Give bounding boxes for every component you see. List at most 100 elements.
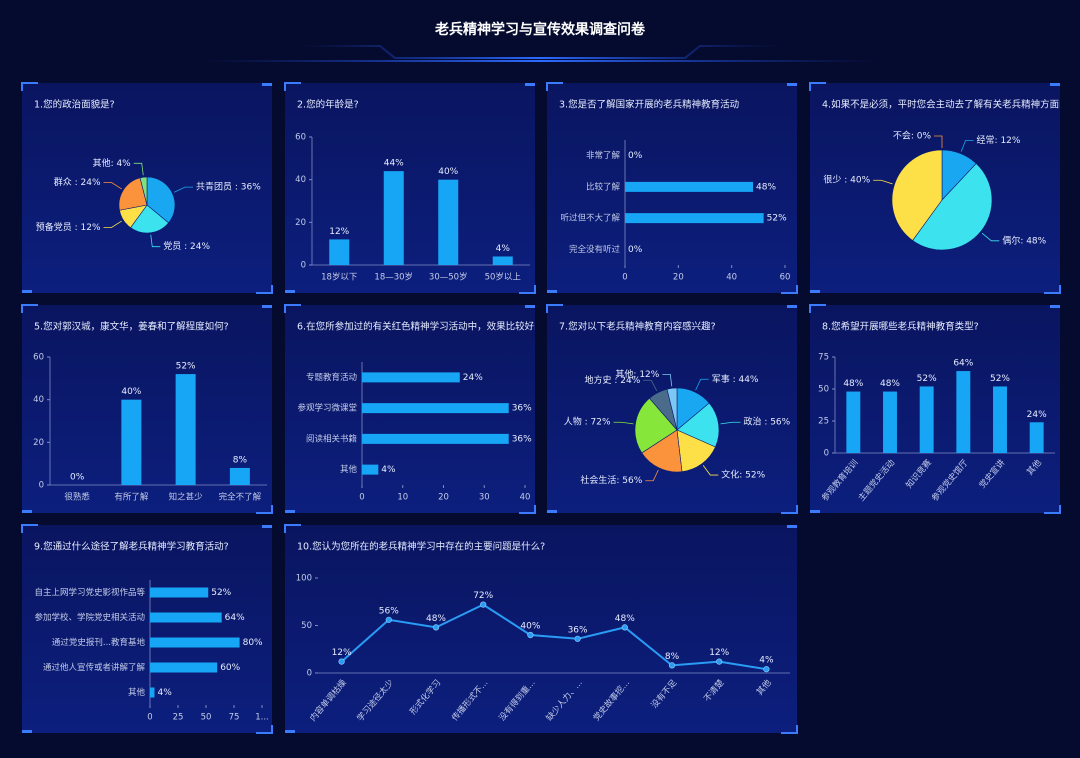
chart-panel: 3.您是否了解国家开展的老兵精神教育活动 0 20 40 60 0% 非常了解 48% 比较了解… xyxy=(546,82,798,294)
point xyxy=(763,666,770,673)
chart-title: 3.您是否了解国家开展的老兵精神教育活动 xyxy=(559,99,739,111)
leader-line xyxy=(613,421,634,425)
leader-line xyxy=(173,186,194,193)
leader-line xyxy=(643,379,658,392)
value-label: 36% xyxy=(512,404,532,414)
y-tick-label: 40 xyxy=(295,175,306,185)
slice-label: 人物 : 72% xyxy=(564,416,611,428)
bar xyxy=(438,179,459,265)
y-tick-label: 其他 xyxy=(340,464,358,475)
chart-panel: 6.在您所参加过的有关红色精神学习活动中，效果比较好的是 0 10 20 30 40 24%… xyxy=(284,304,536,514)
value-label: 0% xyxy=(628,245,643,255)
x-tick-label: 30—50岁 xyxy=(429,272,468,283)
bar xyxy=(175,374,196,485)
point xyxy=(621,624,628,631)
point xyxy=(668,662,676,669)
panel-corner xyxy=(525,305,535,308)
value-label: 12% xyxy=(709,648,729,658)
point xyxy=(716,658,723,665)
panel-corner xyxy=(256,505,273,514)
slice-label: 偶尔: 48% xyxy=(1002,234,1046,246)
pie-slice xyxy=(139,176,148,206)
value-label: 8% xyxy=(233,455,248,465)
bar xyxy=(150,637,240,648)
slice-label: 文化: 52% xyxy=(721,469,765,481)
bar xyxy=(229,467,250,485)
panel-corner xyxy=(781,725,798,734)
bar xyxy=(150,662,218,673)
bar xyxy=(150,687,155,698)
panel-corner xyxy=(547,510,557,513)
panel-corner xyxy=(256,725,273,734)
y-tick-label: 参加学校、学院党史相关活动 xyxy=(34,612,145,623)
value-label: 12% xyxy=(332,648,352,658)
value-label: 4% xyxy=(496,244,511,254)
bar xyxy=(362,403,509,414)
leader-line xyxy=(645,469,659,482)
bar xyxy=(362,372,460,383)
value-label: 64% xyxy=(953,359,973,369)
slice-label: 共青团员 : 36% xyxy=(196,181,261,193)
y-tick-label: 阅读相关书籍 xyxy=(306,433,357,444)
y-tick-label: 40 xyxy=(33,395,44,405)
panel-corner xyxy=(546,304,563,313)
y-tick-label: 20 xyxy=(33,438,44,448)
slice-label: 预备党员 : 12% xyxy=(36,221,101,233)
value-label: 52% xyxy=(211,588,231,598)
value-label: 44% xyxy=(384,159,404,169)
chart-title: 5.您对郭汉城，康文华，姜春和了解程度如何? xyxy=(34,321,229,333)
y-tick-label: 通过党史报刊...教育基地 xyxy=(52,637,146,648)
pie-slice xyxy=(130,204,169,234)
y-tick-label: 0 xyxy=(824,449,829,459)
leader-line xyxy=(873,179,893,185)
panel-corner xyxy=(809,82,826,91)
panel-corner xyxy=(21,82,38,91)
leader-line xyxy=(103,182,122,190)
value-label: 24% xyxy=(1027,410,1047,420)
y-tick-label: 参观学习微课堂 xyxy=(297,403,357,414)
y-tick-label: 50 xyxy=(301,621,312,631)
pie-slice xyxy=(912,163,993,251)
value-label: 56% xyxy=(379,606,399,616)
panel-corner xyxy=(21,304,38,313)
value-label: 64% xyxy=(225,613,245,623)
slice-label: 其他: 12% xyxy=(615,368,659,380)
bar xyxy=(362,433,509,444)
charts: 1.您的政治面貌是? 共青团员 : 36% 党员 : 24% 预备党员 : 12% 群众… xyxy=(21,82,1061,734)
panel-corner xyxy=(285,290,295,293)
value-label: 48% xyxy=(426,614,446,624)
value-label: 40% xyxy=(121,387,141,397)
slice-label: 其他: 4% xyxy=(93,157,132,169)
panel-corner xyxy=(1044,285,1061,294)
header-line xyxy=(200,60,880,62)
x-tick-label: 18—30岁 xyxy=(374,272,413,283)
x-tick-label: 40 xyxy=(726,273,737,283)
panel-corner xyxy=(22,510,32,513)
x-tick-label: 20 xyxy=(438,493,449,503)
chart-title: 1.您的政治面貌是? xyxy=(34,99,115,111)
point xyxy=(432,624,440,631)
bar xyxy=(993,386,1007,453)
panel-corner xyxy=(1050,83,1060,86)
panel-corner xyxy=(285,730,295,733)
slice-label: 军事 : 44% xyxy=(712,373,759,385)
slice-label: 群众 : 24% xyxy=(54,176,101,188)
y-tick-label: 自主上网学习党史影视作品等 xyxy=(34,587,145,598)
panel-corner xyxy=(256,285,273,294)
x-tick-label: 60 xyxy=(780,273,791,283)
page-title: 老兵精神学习与宣传效果调查问卷 xyxy=(435,21,646,38)
x-tick-label: 0 xyxy=(359,493,364,503)
bar xyxy=(150,612,222,623)
panel-corner xyxy=(787,83,797,86)
point xyxy=(527,631,534,639)
panel-corner xyxy=(547,290,557,293)
chart-title: 10.您认为您所在的老兵精神学习中存在的主要问题是什么? xyxy=(297,541,545,553)
chart-panel: 8.您希望开展哪些老兵精神教育类型?025507548%参观教育培训48%主题党… xyxy=(809,304,1061,514)
panel-corner xyxy=(22,290,32,293)
panel-corner xyxy=(284,304,301,313)
leader-line xyxy=(934,135,943,148)
value-label: 36% xyxy=(568,625,588,635)
bar xyxy=(846,391,861,453)
pie-slice xyxy=(146,176,176,224)
